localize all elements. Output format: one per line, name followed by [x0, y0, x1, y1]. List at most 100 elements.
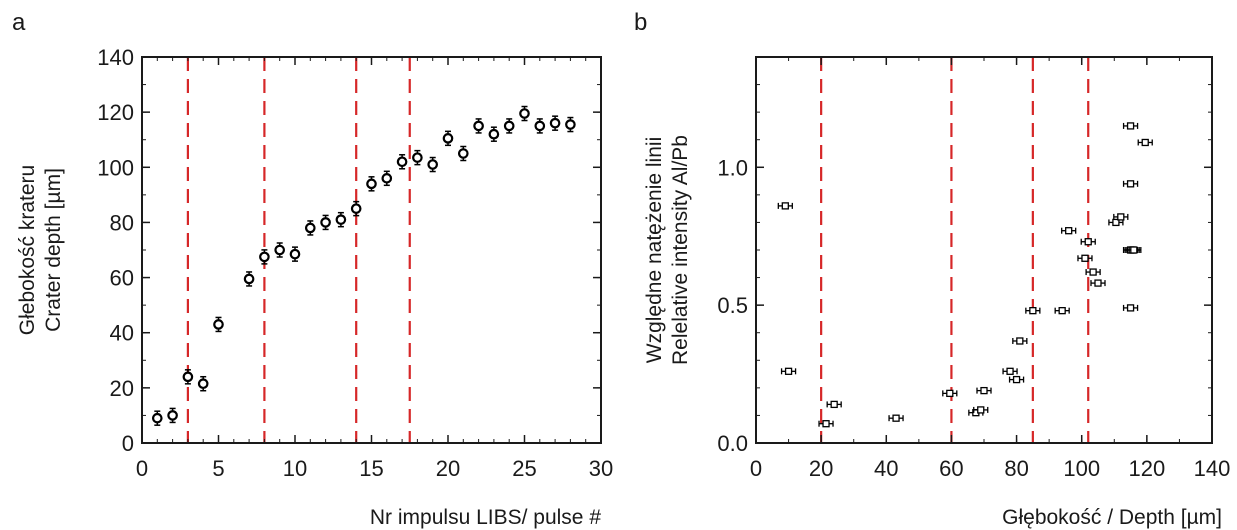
panel-a-data-point	[503, 118, 515, 134]
panel-a-data-point	[565, 116, 576, 133]
panel-b-y-tick-labels: 0.0 0.5 1.0	[717, 155, 748, 456]
panel-b-data-point	[780, 367, 797, 375]
panel-b-data-point	[1122, 304, 1139, 312]
panel-a: a 0 5 10 15 20 25 30 0 20 40 60 80 100 120 140 Nr imp…	[12, 9, 613, 529]
panel-b-data-point	[1108, 218, 1124, 227]
panel-b-data-point	[1080, 238, 1096, 246]
panel-a-data-point	[182, 369, 194, 385]
panel-b-x-tick-labels: 0 20 40 60 80 100 120 140	[750, 456, 1230, 481]
panel-a-data-point	[366, 176, 377, 192]
panel-b-data-point	[1137, 138, 1153, 147]
panel-b-y-tick-label: 0.0	[717, 431, 748, 456]
panel-a-y-tick-label: 0	[122, 431, 134, 456]
panel-a-y-axis-label-line1: Głebokość krateru	[16, 165, 39, 335]
panel-a-data-point	[396, 154, 408, 170]
panel-a-data-point	[427, 156, 438, 173]
panel-a-data-point	[320, 214, 331, 231]
panel-b-data-point	[1061, 227, 1077, 235]
panel-a-y-tick-label: 80	[110, 210, 134, 235]
panel-a-data-point	[381, 170, 393, 187]
panel-b-y-axis-label-line2: Relelative intensity Al/Pb	[669, 135, 692, 365]
panel-a-data-point	[549, 115, 561, 131]
panel-a-y-axis-label-line2: Crater depth [µm]	[42, 168, 65, 332]
panel-b-data-point	[942, 389, 958, 398]
panel-b-data-point	[818, 420, 834, 428]
panel-a-data-point	[259, 249, 270, 265]
panel-a-x-tick-labels: 0 5 10 15 20 25 30	[136, 456, 613, 481]
panel-a-data-point	[289, 246, 301, 262]
panel-b-y-tick-label: 0.5	[717, 293, 748, 318]
panel-b-data-point	[1122, 122, 1139, 130]
panel-a-x-tick-label: 5	[212, 456, 224, 481]
panel-a-data-point	[304, 220, 316, 236]
panel-b-x-tick-label: 40	[874, 456, 898, 481]
panel-b-y-tick-label: 1.0	[717, 155, 748, 180]
panel-b-x-tick-label: 120	[1128, 456, 1165, 481]
panel-b-data-point	[1054, 307, 1070, 315]
panel-b-data-point	[1085, 268, 1101, 276]
panel-a-y-tick-label: 60	[110, 266, 134, 291]
panel-a-y-tick-labels: 0 20 40 60 80 100 120 140	[97, 45, 134, 456]
panel-b-data-point	[973, 406, 989, 414]
panel-b-x-tick-label: 80	[1004, 456, 1028, 481]
panel-b-data-point	[1077, 254, 1093, 262]
panel-a-y-tick-label: 140	[97, 45, 134, 70]
panel-b-letter: b	[634, 9, 647, 36]
panel-a-data-point	[457, 145, 469, 162]
panel-b-data-point	[1113, 213, 1129, 221]
panel-b-x-tick-label: 100	[1063, 456, 1100, 481]
panel-a-data-point	[274, 242, 285, 258]
panel-a-vlines	[186, 57, 411, 443]
panel-a-y-tick-label: 120	[97, 100, 134, 125]
panel-a-data-point	[412, 149, 423, 166]
panel-b-x-tick-label: 20	[809, 456, 833, 481]
panel-b-data-point	[777, 202, 793, 210]
panel-a-data-point	[488, 126, 500, 142]
panel-b-data-point	[1008, 375, 1025, 384]
panel-a-frame	[141, 56, 602, 444]
panel-a-x-tick-label: 30	[589, 456, 613, 481]
panel-a-x-tick-label: 20	[436, 456, 460, 481]
panel-b-data-point	[1090, 279, 1106, 287]
panel-b-data-point	[976, 386, 992, 395]
panel-a-y-tick-label: 20	[110, 376, 134, 401]
panel-a-data-point	[213, 316, 224, 333]
panel-b-y-axis-label-line1: Względne natężenie linii	[643, 137, 666, 363]
panel-a-data-point	[473, 118, 484, 134]
panel-a-x-tick-label: 10	[283, 456, 307, 481]
panel-a-x-tick-label: 0	[136, 456, 148, 481]
panel-b-x-tick-label: 140	[1194, 456, 1231, 481]
panel-a-data-point	[167, 407, 178, 424]
panel-b-points	[777, 122, 1153, 428]
panel-b-ticks	[755, 56, 1213, 444]
panel-b-data-point	[1012, 337, 1028, 345]
panel-b-data-point	[826, 400, 842, 409]
panel-a-ticks	[141, 56, 602, 444]
panel-a-data-point	[350, 200, 362, 217]
panel-b-data-point	[1002, 367, 1018, 375]
panel-a-data-point	[442, 130, 454, 147]
panel-b-vlines	[820, 57, 1090, 443]
panel-a-x-tick-label: 15	[359, 456, 383, 481]
panel-a-y-tick-label: 100	[97, 155, 134, 180]
panel-b-data-point	[888, 414, 904, 422]
panel-a-data-point	[534, 118, 546, 134]
panel-b-x-tick-label: 60	[939, 456, 963, 481]
panel-b-data-point	[1122, 180, 1139, 188]
panel-b: b 0 20 40 60 80 100 120 140 0.0 0.5 1.0 Głębokość…	[634, 9, 1230, 529]
panel-a-data-point	[243, 271, 255, 287]
panel-b-data-point	[1025, 307, 1041, 315]
panel-a-data-point	[519, 105, 530, 122]
panel-a-y-tick-label: 40	[110, 321, 134, 346]
panel-b-x-tick-label: 0	[750, 456, 762, 481]
panel-a-data-point	[152, 410, 163, 426]
panel-b-frame	[755, 56, 1213, 444]
panel-a-x-tick-label: 25	[512, 456, 536, 481]
panel-a-x-axis-label: Nr impulsu LIBS/ pulse #	[370, 506, 601, 529]
panel-a-data-point	[335, 211, 347, 228]
panel-b-x-axis-label: Głębokość / Depth [µm]	[1002, 506, 1222, 529]
panel-a-data-point	[197, 375, 209, 392]
panel-a-points	[152, 105, 576, 426]
panel-b-data-point	[1126, 246, 1142, 254]
